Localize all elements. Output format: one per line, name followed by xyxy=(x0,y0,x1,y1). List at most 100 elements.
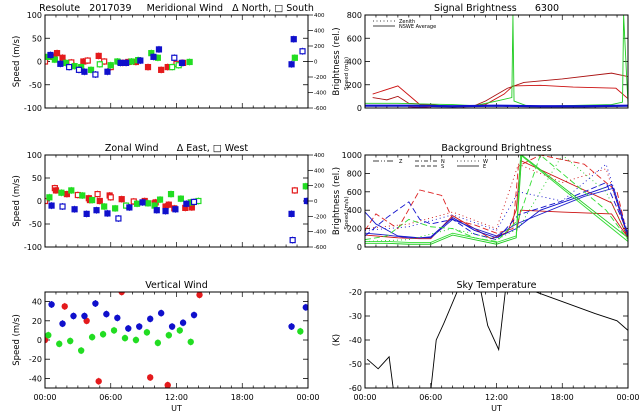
series-line-blue-E2 xyxy=(365,187,628,239)
legend-label: E xyxy=(483,164,486,170)
data-point xyxy=(95,378,102,385)
plot-data xyxy=(45,35,306,79)
y-axis-label: Speed (m/s) xyxy=(12,175,22,227)
plot-data xyxy=(366,292,628,388)
data-point xyxy=(157,309,165,317)
x-tick-label: 12:00 xyxy=(165,393,188,402)
data-point xyxy=(79,192,86,199)
y-tick-label: 400 xyxy=(347,206,362,215)
data-point xyxy=(83,210,90,217)
series-line-red-1 xyxy=(372,84,628,108)
data-point xyxy=(110,327,118,334)
y-tick-label: 40 xyxy=(32,298,42,307)
data-point xyxy=(288,323,295,330)
series-line-green xyxy=(365,15,628,108)
right-tick-label: 200 xyxy=(314,44,325,50)
y-tick-label: -100 xyxy=(24,104,42,113)
data-point xyxy=(88,333,96,341)
y-axis-label: Brightness (rel.) xyxy=(332,27,342,95)
data-point xyxy=(59,203,66,210)
right-tick-label: -200 xyxy=(314,75,327,81)
data-point xyxy=(133,200,141,207)
y-tick-label: 600 xyxy=(347,188,362,197)
data-point xyxy=(96,61,103,68)
plot-frame xyxy=(44,154,309,248)
y-tick-label: -40 xyxy=(349,336,362,345)
series-line-green-W xyxy=(365,155,628,242)
series-line-blue-W xyxy=(365,163,628,234)
data-point xyxy=(144,200,152,207)
plot-frame xyxy=(364,291,629,389)
data-point xyxy=(93,207,100,214)
data-point xyxy=(56,340,63,348)
data-point xyxy=(155,46,163,53)
data-point xyxy=(154,339,162,347)
meridional-wind-panel: Resolute 2017039 Meridional Wind Δ North… xyxy=(12,3,350,113)
data-point xyxy=(187,338,194,346)
series-line-red-E xyxy=(365,159,628,240)
data-point xyxy=(297,328,304,335)
y-tick-label: 0 xyxy=(37,336,42,345)
data-point xyxy=(101,203,108,210)
data-point xyxy=(136,323,143,330)
data-point xyxy=(71,206,78,213)
data-point xyxy=(94,191,101,198)
data-point xyxy=(188,204,195,211)
data-point xyxy=(121,334,129,342)
data-point xyxy=(196,292,203,299)
data-point xyxy=(302,304,308,311)
data-point xyxy=(128,58,135,65)
legend-label: W xyxy=(483,159,488,165)
series-line-blue xyxy=(365,104,628,108)
data-point xyxy=(45,336,49,344)
data-point xyxy=(58,189,65,196)
plot-data xyxy=(45,292,308,388)
data-point xyxy=(114,314,121,322)
data-point xyxy=(92,71,99,78)
right-tick-label: -200 xyxy=(314,214,327,220)
data-point xyxy=(117,59,124,66)
x-tick-label: 00:00 xyxy=(353,393,376,402)
data-point xyxy=(46,194,53,201)
chart-title: Zonal Wind Δ East, □ West xyxy=(105,143,248,154)
chart-title: Resolute 2017039 Meridional Wind Δ North… xyxy=(39,3,314,14)
data-point xyxy=(61,303,68,310)
right-tick-label: -600 xyxy=(314,106,327,112)
y-tick-label: 800 xyxy=(347,169,362,178)
data-point xyxy=(66,63,73,71)
data-point xyxy=(171,54,178,61)
y-tick-label: -50 xyxy=(29,220,42,229)
data-point xyxy=(172,206,179,213)
data-point xyxy=(125,325,132,332)
right-axis-label: Speed (m/s) xyxy=(344,196,350,229)
data-point xyxy=(302,183,308,190)
data-point xyxy=(45,197,49,205)
zonal-wind-panel: Zonal Wind Δ East, □ West Speed (m/s) -100… xyxy=(12,143,350,252)
data-point xyxy=(186,58,193,66)
data-point xyxy=(103,310,110,318)
y-tick-label: 0 xyxy=(357,104,362,113)
data-point xyxy=(92,300,99,307)
y-axis-label: (K) xyxy=(332,334,342,346)
y-tick-label: 50 xyxy=(32,174,42,183)
chart-title: Background Brightness xyxy=(441,143,551,154)
legend-label: Z xyxy=(399,159,403,165)
data-point xyxy=(165,332,173,339)
series-line-sky-temp xyxy=(366,292,628,388)
y-tick-label: 20 xyxy=(32,317,42,326)
data-point xyxy=(290,36,297,43)
data-point xyxy=(45,58,49,65)
right-tick-label: -400 xyxy=(314,230,327,236)
right-tick-label: 400 xyxy=(314,168,325,174)
y-tick-label: -20 xyxy=(349,288,362,297)
data-point xyxy=(104,68,111,75)
data-point xyxy=(147,374,154,381)
legend-label: NSWE Average xyxy=(399,24,436,30)
y-tick-label: 50 xyxy=(32,34,42,43)
data-point xyxy=(84,57,91,64)
data-point xyxy=(167,191,175,198)
data-point xyxy=(147,315,154,323)
series-line-red-N xyxy=(365,155,628,238)
x-tick-label: 06:00 xyxy=(419,393,442,402)
